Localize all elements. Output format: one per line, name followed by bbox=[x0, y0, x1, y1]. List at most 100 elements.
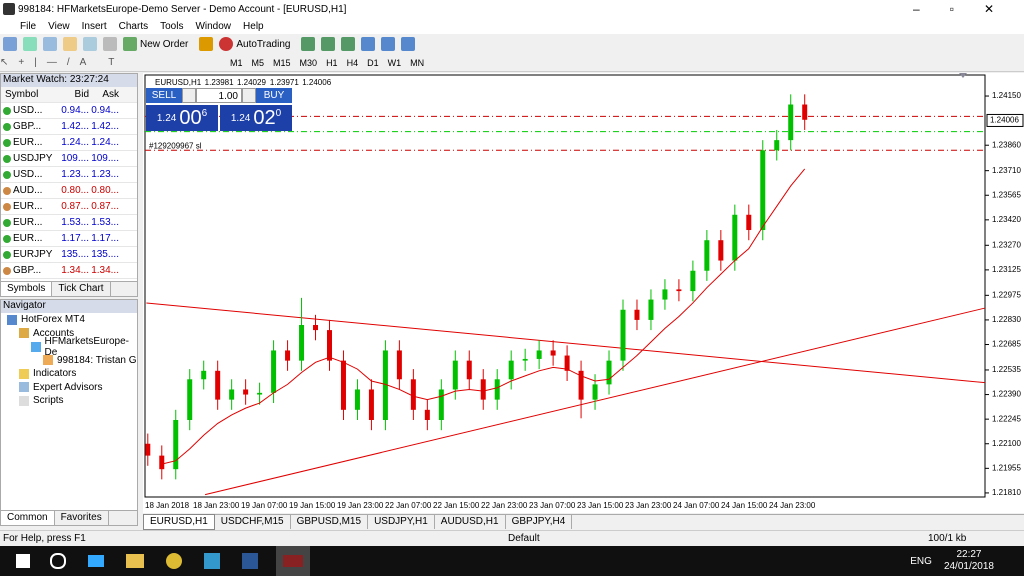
ohlc-value: 1.24029 bbox=[237, 78, 266, 87]
menu-item[interactable]: Charts bbox=[118, 20, 149, 32]
tab[interactable]: Common bbox=[1, 511, 55, 525]
candle-body bbox=[508, 360, 514, 380]
lot-up[interactable] bbox=[242, 88, 256, 103]
language[interactable]: ENG bbox=[910, 555, 932, 567]
icon[interactable] bbox=[103, 37, 117, 51]
chart-tab[interactable]: AUDUSD,H1 bbox=[435, 515, 506, 529]
icon[interactable] bbox=[3, 37, 17, 51]
icon[interactable] bbox=[361, 37, 376, 51]
candle-body bbox=[536, 350, 542, 359]
clock[interactable]: 22:27 24/01/2018 bbox=[944, 549, 994, 573]
autotrading-button[interactable]: AutoTrading bbox=[236, 38, 291, 50]
sell-price[interactable]: 1.24 00 6 bbox=[146, 105, 218, 131]
buy-button[interactable]: BUY bbox=[256, 88, 292, 103]
tree-item[interactable]: Accounts bbox=[1, 327, 137, 341]
timeframe-button[interactable]: M5 bbox=[251, 57, 265, 68]
timeframe-button[interactable]: M1 bbox=[230, 57, 243, 68]
timeframe-button[interactable]: W1 bbox=[387, 57, 402, 68]
app-icon[interactable] bbox=[242, 553, 258, 569]
market-row[interactable]: GBP... 1.34... 1.34... bbox=[1, 263, 137, 279]
market-row[interactable]: USDJPY 109.... 109.... bbox=[1, 151, 137, 167]
chart-tab[interactable]: GBPJPY,H4 bbox=[506, 515, 573, 529]
timeframe-button[interactable]: H1 bbox=[326, 57, 338, 68]
cell-symbol: EUR... bbox=[13, 137, 43, 148]
market-row[interactable]: EUR... 1.24... 1.24... bbox=[1, 135, 137, 151]
cell-ask: 0.87... bbox=[91, 201, 119, 212]
chart-tab[interactable]: USDJPY,H1 bbox=[368, 515, 435, 529]
direction-icon bbox=[3, 202, 11, 211]
icon[interactable] bbox=[123, 37, 137, 51]
timeframe-button[interactable]: M15 bbox=[273, 57, 291, 68]
search-button[interactable] bbox=[50, 553, 66, 569]
drawing-tools[interactable]: ↖+|—/A T bbox=[0, 57, 125, 68]
menu-item[interactable]: Tools bbox=[160, 20, 184, 32]
tree-item[interactable]: Scripts bbox=[1, 394, 137, 408]
icon[interactable] bbox=[83, 37, 97, 51]
market-row[interactable]: EURJPY 135.... 135.... bbox=[1, 247, 137, 263]
tree-label: Expert Advisors bbox=[33, 381, 103, 393]
ohlc-value: 1.23971 bbox=[270, 78, 299, 87]
cell-symbol: EURJPY bbox=[13, 249, 53, 260]
lot-down[interactable] bbox=[182, 88, 196, 103]
lot-input[interactable]: 1.00 bbox=[196, 88, 242, 103]
icon[interactable] bbox=[401, 37, 416, 51]
tree-item[interactable]: HotForex MT4 bbox=[1, 313, 137, 327]
store-icon[interactable] bbox=[204, 553, 220, 569]
market-row[interactable]: EUR... 0.87... 0.87... bbox=[1, 199, 137, 215]
market-row[interactable]: EUR... 1.53... 1.53... bbox=[1, 215, 137, 231]
mt4-icon[interactable] bbox=[276, 546, 310, 576]
timeframe-button[interactable]: H4 bbox=[346, 57, 359, 68]
tab[interactable]: Symbols bbox=[1, 282, 53, 296]
market-row[interactable]: EUR... 1.17... 1.17... bbox=[1, 231, 137, 247]
tree-label: Accounts bbox=[33, 327, 75, 339]
icon[interactable] bbox=[199, 37, 214, 51]
market-row[interactable]: AUD... 0.80... 0.80... bbox=[1, 183, 137, 199]
candle-body bbox=[215, 370, 221, 400]
y-tick-label: 1.21810 bbox=[992, 488, 1021, 497]
tab[interactable]: Tick Chart bbox=[52, 282, 111, 296]
timeframe-button[interactable]: D1 bbox=[367, 57, 379, 68]
menu-item[interactable]: View bbox=[48, 20, 70, 32]
chart-tab[interactable]: GBPUSD,M15 bbox=[291, 515, 369, 529]
chrome-icon[interactable] bbox=[166, 553, 182, 569]
market-row[interactable]: GBP... 1.42... 1.42... bbox=[1, 119, 137, 135]
tabs: Common Favorites bbox=[1, 510, 137, 525]
new-order-button[interactable]: New Order bbox=[140, 38, 189, 50]
price-point: 0 bbox=[275, 108, 282, 119]
market-row[interactable]: USD... 1.23... 1.23... bbox=[1, 167, 137, 183]
y-tick-label: 1.22685 bbox=[992, 340, 1021, 349]
menu-item[interactable]: Help bbox=[243, 20, 264, 32]
menu-item[interactable]: File bbox=[20, 20, 37, 32]
tree-item[interactable]: Indicators bbox=[1, 367, 137, 381]
icon[interactable] bbox=[43, 37, 57, 51]
tree-item[interactable]: 998184: Tristan G bbox=[1, 354, 137, 368]
icon[interactable] bbox=[381, 37, 396, 51]
tree-item[interactable]: HFMarketsEurope-De bbox=[1, 336, 137, 358]
chart-header: EURUSD,H1 1.23981 1.24029 1.23971 1.24006 bbox=[155, 78, 332, 87]
chart: EURUSD,H1 1.23981 1.24029 1.23971 1.240061.2… bbox=[143, 73, 1024, 513]
chart-tab[interactable]: EURUSD,H1 bbox=[143, 514, 215, 530]
icon[interactable] bbox=[23, 37, 37, 51]
start-button[interactable] bbox=[16, 554, 30, 568]
tab[interactable]: Favorites bbox=[55, 511, 109, 525]
market-row[interactable]: USD... 0.94... 0.94... bbox=[1, 103, 137, 119]
panel-title: Market Watch: 23:27:24 bbox=[1, 74, 137, 87]
icon[interactable] bbox=[219, 37, 234, 51]
icon[interactable] bbox=[301, 37, 316, 51]
window-controls[interactable]: –▫✕ bbox=[913, 2, 1024, 16]
explorer-icon[interactable] bbox=[126, 554, 144, 568]
timeframe-button[interactable]: M30 bbox=[299, 57, 318, 68]
chart-tab[interactable]: USDCHF,M15 bbox=[215, 515, 291, 529]
icon[interactable] bbox=[63, 37, 77, 51]
icon[interactable] bbox=[341, 37, 356, 51]
direction-icon bbox=[3, 218, 11, 227]
timeframe-button[interactable]: MN bbox=[410, 57, 425, 68]
candle-body bbox=[326, 330, 332, 361]
menu-item[interactable]: Window bbox=[195, 20, 232, 32]
icon[interactable] bbox=[321, 37, 336, 51]
sell-button[interactable]: SELL bbox=[146, 88, 182, 103]
edge-icon[interactable] bbox=[88, 555, 104, 567]
tree-item[interactable]: Expert Advisors bbox=[1, 381, 137, 395]
menu-item[interactable]: Insert bbox=[81, 20, 107, 32]
buy-price[interactable]: 1.24 02 0 bbox=[220, 105, 292, 131]
